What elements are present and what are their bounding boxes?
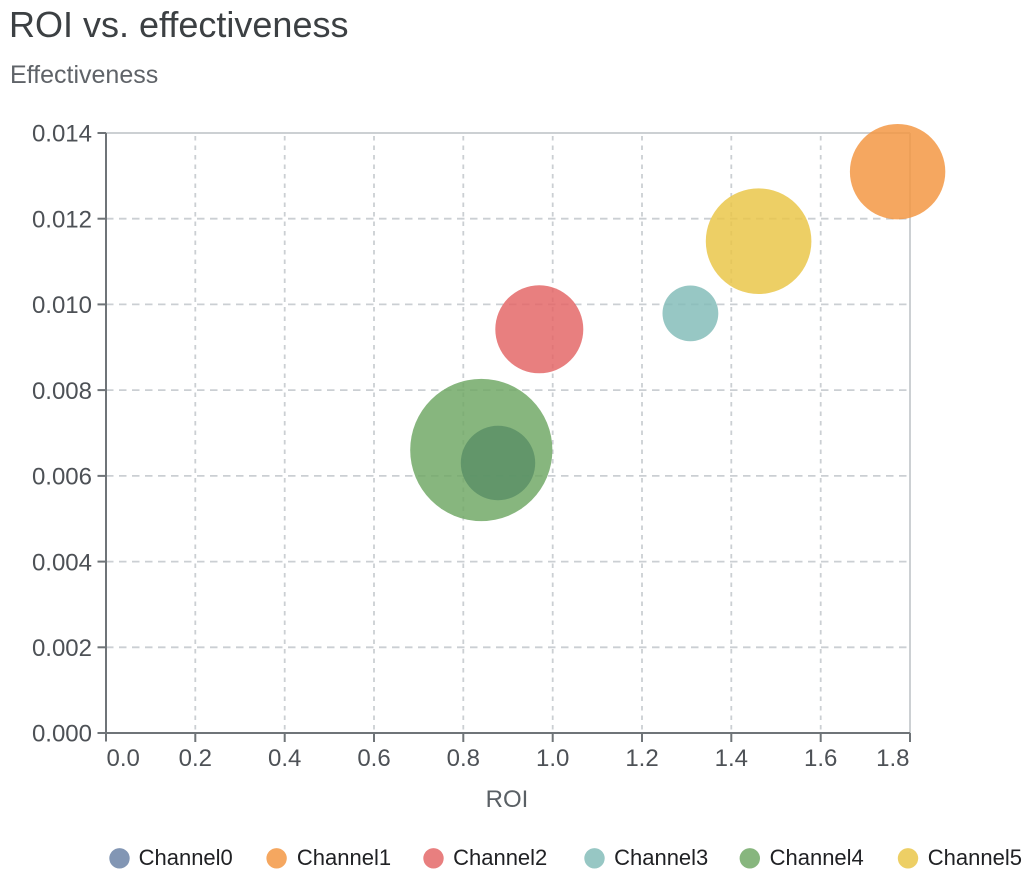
svg-text:1.8: 1.8 — [876, 745, 909, 772]
svg-text:0.014: 0.014 — [32, 121, 92, 148]
svg-text:0.008: 0.008 — [32, 378, 92, 405]
svg-text:0.2: 0.2 — [179, 745, 212, 772]
svg-text:0.8: 0.8 — [447, 745, 480, 772]
svg-text:Effectiveness: Effectiveness — [10, 61, 158, 89]
svg-text:0.006: 0.006 — [32, 464, 92, 491]
svg-text:0.010: 0.010 — [32, 292, 92, 319]
svg-text:Channel4: Channel4 — [770, 845, 864, 870]
svg-text:ROI vs. effectiveness: ROI vs. effectiveness — [9, 4, 348, 45]
svg-text:Channel2: Channel2 — [453, 845, 547, 870]
svg-text:Channel0: Channel0 — [139, 845, 233, 870]
svg-text:1.0: 1.0 — [536, 745, 569, 772]
svg-text:ROI: ROI — [486, 786, 529, 813]
svg-text:0.012: 0.012 — [32, 206, 92, 233]
svg-text:Channel1: Channel1 — [297, 845, 391, 870]
svg-text:Channel5: Channel5 — [928, 845, 1022, 870]
svg-text:0.002: 0.002 — [32, 635, 92, 662]
svg-text:0.0: 0.0 — [107, 745, 140, 772]
svg-text:0.4: 0.4 — [268, 745, 301, 772]
svg-text:0.6: 0.6 — [357, 745, 390, 772]
svg-text:0.000: 0.000 — [32, 721, 92, 748]
svg-text:1.2: 1.2 — [625, 745, 658, 772]
svg-text:1.4: 1.4 — [715, 745, 748, 772]
svg-text:0.004: 0.004 — [32, 549, 92, 576]
svg-text:1.6: 1.6 — [804, 745, 837, 772]
svg-text:Channel3: Channel3 — [614, 845, 708, 870]
